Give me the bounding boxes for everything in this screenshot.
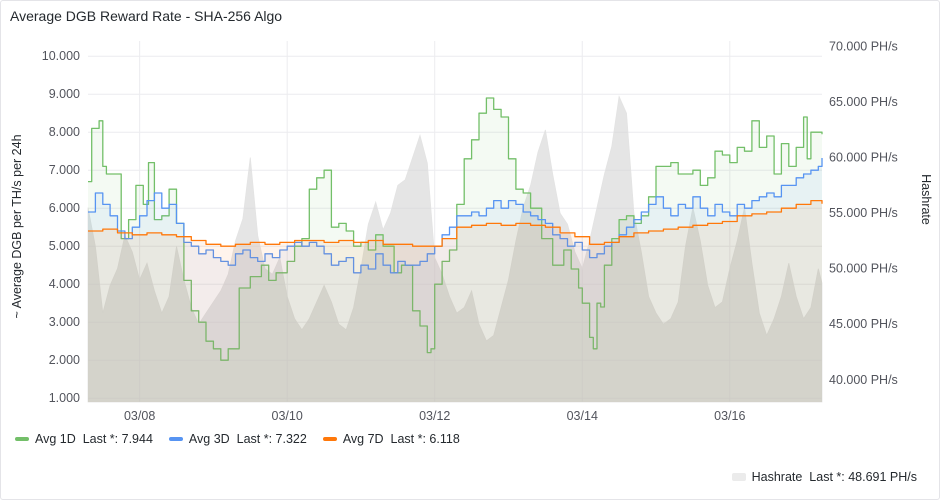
- y-right-tick-label: 65.000 PH/s: [829, 95, 898, 109]
- legend-swatch-avg-3d: [168, 437, 183, 441]
- legend: Avg 1D Last *: 7.944 Avg 3D Last *: 7.32…: [15, 432, 460, 446]
- x-tick-label: 03/14: [567, 409, 598, 423]
- y-right-tick-label: 55.000 PH/s: [829, 206, 898, 220]
- y-right-tick-label: 40.000 PH/s: [829, 373, 898, 387]
- x-tick-label: 03/16: [714, 409, 745, 423]
- chart-svg: 1.000 2.000 3.000 4.000 5.000 6.000 7.000 8.000…: [10, 40, 933, 423]
- y-left-tick-label: 6.000: [49, 201, 80, 215]
- series-avg-3d-line: [88, 158, 823, 274]
- y-right-axis-title: Hashrate: [919, 174, 933, 225]
- x-tick-label: 03/08: [124, 409, 155, 423]
- legend-label-avg-1d: Avg 1D Last *: 7.944: [35, 432, 153, 446]
- y-left-tick-label: 4.000: [49, 277, 80, 291]
- legend-item-hashrate[interactable]: Hashrate Last *: 48.691 PH/s: [731, 470, 917, 484]
- legend-swatch-avg-1d: [15, 437, 29, 441]
- y-left-tick-label: 7.000: [49, 163, 80, 177]
- y-left-tick-label: 2.000: [49, 353, 80, 367]
- series-avg-3d-area: [88, 158, 822, 402]
- legend-label-hashrate: Hashrate Last *: 48.691 PH/s: [751, 470, 917, 484]
- series-hashrate-area: [87, 95, 823, 403]
- legend-item-avg-1d[interactable]: Avg 1D Last *: 7.944: [15, 432, 153, 446]
- x-tick-label: 03/12: [419, 409, 450, 423]
- legend-swatch-hashrate: [731, 473, 746, 481]
- legend-item-avg-3d[interactable]: Avg 3D Last *: 7.322: [168, 432, 307, 446]
- y-right-tick-label: 50.000 PH/s: [829, 262, 898, 276]
- x-tick-label: 03/10: [272, 409, 303, 423]
- y-left-tick-label: 8.000: [49, 125, 80, 139]
- y-right-tick-label: 70.000 PH/s: [829, 40, 898, 54]
- series-avg-1d-line: [88, 97, 823, 361]
- y-right-tick-label: 45.000 PH/s: [829, 317, 898, 331]
- y-left-tick-label: 5.000: [49, 239, 80, 253]
- y-left-axis-title: ~ Average DGB per TH/s per 24h: [10, 134, 24, 318]
- series-avg-7d-line: [88, 199, 823, 247]
- legend-label-avg-3d: Avg 3D Last *: 7.322: [188, 432, 307, 446]
- legend-label-avg-7d: Avg 7D Last *: 6.118: [342, 432, 460, 446]
- legend-item-avg-7d[interactable]: Avg 7D Last *: 6.118: [322, 432, 460, 446]
- y-left-tick-label: 9.000: [49, 87, 80, 101]
- series-avg-7d-area: [88, 200, 822, 402]
- panel-title: Average DGB Reward Rate - SHA-256 Algo: [10, 8, 283, 24]
- y-left-tick-label: 1.000: [49, 391, 80, 405]
- y-right-tick-label: 60.000 PH/s: [829, 151, 898, 165]
- y-left-tick-label: 10.000: [42, 49, 80, 63]
- legend-swatch-avg-7d: [322, 437, 337, 441]
- y-left-tick-label: 3.000: [49, 315, 80, 329]
